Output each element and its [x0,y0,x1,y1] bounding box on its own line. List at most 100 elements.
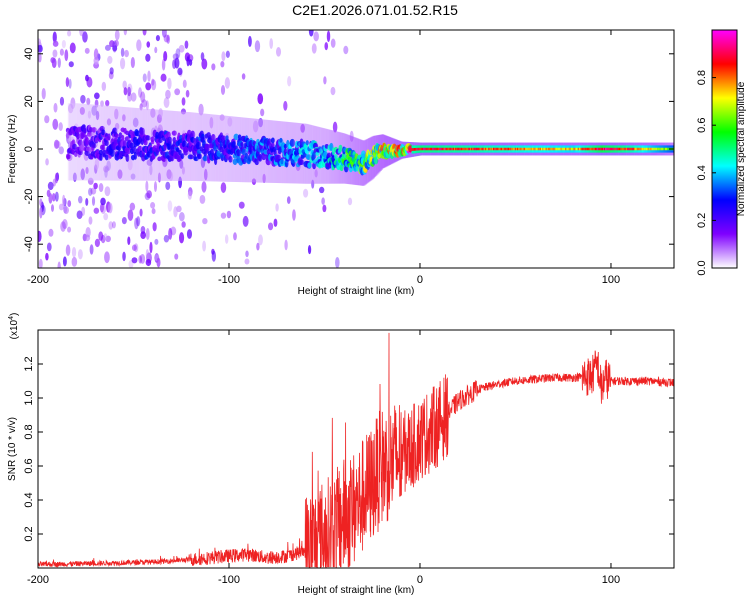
spectrogram-cell [94,92,100,100]
spectrogram-cell [538,147,541,151]
spectrogram-cell [181,166,185,175]
spectrogram-cell [79,30,84,37]
snr-x-tick-label: 0 [417,574,423,586]
spectrogram-cell [89,126,93,133]
spectrogram-cell [459,147,462,151]
spectrogram-cell [643,147,646,151]
spectrogram-cell [108,221,114,230]
spectrogram-cell [180,153,185,159]
spectrogram-y-tick-label: 20 [23,95,35,107]
spectrogram-cell [178,149,182,156]
spectrogram-cell [419,147,422,151]
spectrogram-cell [74,103,78,181]
spectrogram-cell [451,147,454,151]
spectrogram-cell [605,147,608,151]
spectrogram-cell [141,99,148,108]
spectrogram-cell [85,167,89,174]
spectrogram-cell [521,147,524,151]
spectrogram-cell [530,147,533,151]
spectrogram-cell [475,147,478,151]
spectrogram-cell [360,150,367,159]
spectrogram-cell [258,234,263,246]
spectrogram-cell [332,121,338,133]
spectrogram-cell [174,88,181,96]
spectrogram-cell [62,256,67,267]
spectrogram-cell [590,147,593,151]
spectrogram-cell [53,102,58,113]
snr-x-tick-label: -100 [218,574,240,586]
spectrogram-cell [519,147,522,151]
spectrogram-cell [326,152,332,158]
spectrogram-cell [68,61,74,68]
spectrogram-cell [478,147,481,151]
spectrogram-cell [145,82,152,91]
spectrogram-cell [142,30,147,36]
spectrogram-cell [504,147,507,151]
spectrogram-cell [123,87,128,96]
spectrogram-cell [323,76,327,85]
spectrogram-cell [551,147,554,151]
spectrogram-cell [138,87,143,98]
spectrogram-cell [211,63,216,71]
spectrogram-cell [77,195,83,204]
spectrogram-cell [106,118,112,126]
spectrogram-cell [93,182,98,190]
spectrogram-cell [99,203,105,213]
spectrogram-cell [132,117,139,128]
spectrogram-cell [307,245,312,255]
spectrogram-cell [630,147,633,151]
spectrogram-y-tick-label: 0 [23,146,35,152]
spectrogram-cell [659,147,662,151]
spectrogram-cell [638,147,641,151]
spectrogram-cell [161,58,166,71]
figure-title: C2E1.2026.071.01.52.R15 [292,2,458,18]
spectrogram-cell [426,147,429,151]
colorbar-label: Normalized spectral amplitude [736,81,747,216]
spectrogram-cell [225,135,229,141]
spectrogram-cell [653,147,656,151]
spectrogram-cell [140,225,146,235]
spectrogram-cell [510,147,513,151]
spectrogram-cell [119,57,126,70]
spectrogram-cell [279,137,283,143]
spectrogram-cell [646,147,649,151]
spectrogram-cell [82,128,88,134]
spectrogram-cell [201,58,208,70]
spectrogram-cell [479,147,482,151]
spectrogram-cell [418,147,421,151]
spectrogram-cell [107,105,111,181]
spectrogram-cell [617,147,621,151]
spectrogram-cell [166,169,172,180]
spectrogram-cell [498,147,501,151]
spectrogram-cell [145,53,151,62]
spectrogram-cell [104,44,111,51]
spectrogram-cell [238,201,245,209]
spectrogram-cell [104,166,108,178]
spectrogram-cell [622,147,625,151]
spectrogram-cell [437,147,441,151]
spectrogram-cell [163,234,170,243]
spectrogram-cell [99,153,103,161]
spectrogram-cell [198,103,204,116]
spectrogram-cell [624,147,627,151]
spectrogram-cell [644,147,647,151]
spectrogram-cell [62,218,68,230]
spectrogram-cell [45,158,49,166]
spectrogram-cell [158,108,163,118]
spectrogram-cell [607,147,610,151]
spectrogram-cell [608,147,611,151]
spectrogram-cell [482,147,485,151]
spectrogram-cell [490,147,493,151]
spectrogram-cell [88,216,93,225]
spectrogram-cell [343,45,349,55]
spectrogram-cell [38,44,43,53]
spectrogram-cell [339,164,344,172]
spectrogram-cell [592,147,595,151]
spectrogram-cell [101,129,106,136]
spectrogram-cell [178,44,185,53]
spectrogram-cell [167,136,173,145]
spectrogram-cell [416,147,419,151]
spectrogram-cell [338,144,343,153]
spectrogram-cell [546,147,549,151]
spectrogram-cell [168,171,174,182]
